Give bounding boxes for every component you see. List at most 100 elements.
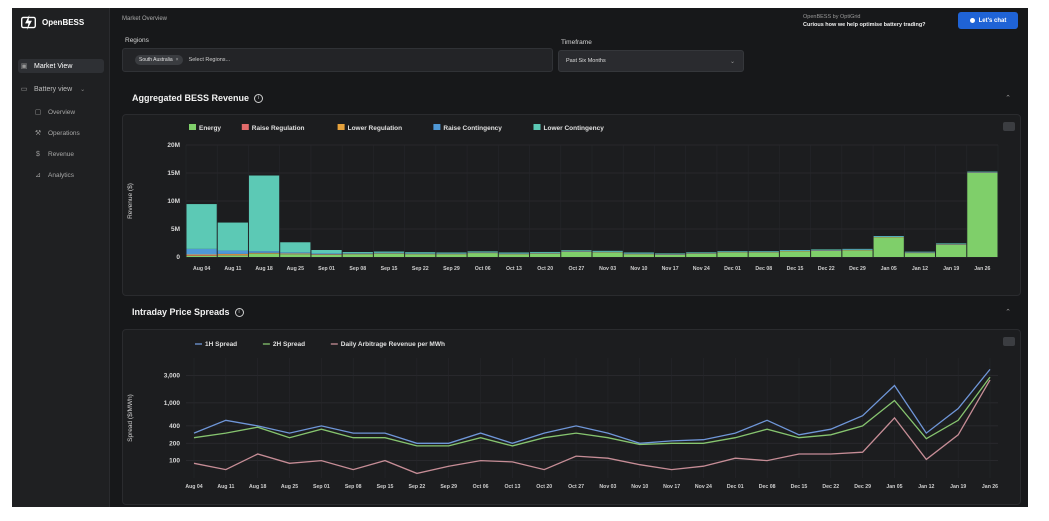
bar-energy: [498, 254, 530, 257]
timeframe-label: Timeframe: [561, 39, 592, 46]
revenue-chart-panel: Energy Raise Regulation Lower Regulation Ra…: [122, 114, 1021, 296]
bar-raise-contingency: [186, 248, 217, 255]
x-tick-label: Sep 08: [349, 266, 366, 272]
x-tick-label: Jan 12: [912, 266, 928, 272]
bar-lower-contingency: [967, 171, 998, 173]
y-tick-label: 5M: [171, 226, 180, 233]
lets-chat-button[interactable]: Let's chat: [958, 12, 1018, 29]
close-icon[interactable]: ×: [175, 57, 179, 63]
x-tick-label: Nov 03: [599, 266, 616, 272]
bar-energy: [592, 252, 623, 257]
y-axis-label: Revenue ($): [127, 183, 134, 219]
x-tick-label: Jan 12: [918, 484, 934, 490]
info-icon[interactable]: i: [254, 93, 264, 103]
bar-energy: [186, 255, 217, 257]
x-tick-label: Nov 10: [631, 484, 648, 490]
bar-lower-contingency: [654, 253, 686, 254]
chevron-down-icon: ⌄: [80, 86, 86, 93]
legend-label-lower-contingency: Lower Contingency: [544, 125, 605, 132]
x-tick-label: Nov 24: [693, 266, 710, 272]
bar-energy: [561, 251, 592, 257]
bar-lower-contingency: [436, 252, 467, 254]
bar-lower-contingency: [904, 251, 936, 253]
legend-label-daily-arbitrage-revenue-per-mwh: Daily Arbitrage Revenue per MWh: [341, 341, 445, 348]
info-icon[interactable]: i: [234, 307, 244, 317]
x-tick-label: Dec 15: [787, 266, 804, 272]
y-axis-label: Spread ($/MWh): [127, 394, 134, 442]
chart-menu-button[interactable]: [1003, 337, 1015, 346]
promo-text: OpenBESS by OptiGrid Curious how we help…: [803, 13, 926, 29]
x-tick-label: Nov 10: [630, 266, 647, 272]
chevron-down-icon: ⌄: [729, 58, 735, 65]
bar-energy: [405, 254, 436, 257]
sidebar-item-label: Overview: [48, 108, 76, 116]
sidebar-item-market-view[interactable]: ▣ Market View: [18, 59, 104, 73]
bar-lower-regulation: [217, 253, 248, 255]
y-tick-label: 20M: [167, 142, 180, 149]
x-tick-label: Oct 06: [473, 484, 489, 490]
x-tick-label: Oct 27: [568, 484, 584, 490]
sidebar-item-battery-view[interactable]: ▭ Battery view ⌄: [18, 82, 104, 96]
battery-icon: ▭: [20, 86, 28, 93]
legend-label-raise-regulation: Raise Regulation: [252, 125, 305, 132]
y-tick-label: 200: [169, 440, 180, 447]
x-tick-label: Aug 18: [255, 266, 272, 272]
bar-energy: [873, 237, 904, 257]
bar-energy: [686, 253, 717, 257]
x-tick-label: Dec 22: [822, 484, 839, 490]
bar-energy: [654, 254, 686, 257]
bar-energy: [373, 253, 405, 257]
bar-raise-contingency: [373, 252, 405, 254]
legend-label-raise-contingency: Raise Contingency: [443, 125, 502, 132]
bar-lower-regulation: [186, 254, 217, 256]
spreads-chart: 1H Spread 2H Spread Daily Arbitrage Revenu…: [127, 341, 998, 490]
y-tick-label: 10M: [167, 198, 180, 205]
chat-icon: [969, 18, 975, 23]
x-tick-label: Dec 15: [791, 484, 808, 490]
sidebar-item-label: Revenue: [48, 150, 75, 158]
bar-energy: [623, 254, 654, 257]
x-tick-label: Dec 29: [849, 266, 866, 272]
spreads-panel-header: Intraday Price Spreads i ⌃: [122, 300, 1019, 324]
bar-raise-contingency: [342, 253, 373, 254]
bar-lower-contingency: [811, 249, 842, 250]
x-tick-label: Oct 20: [536, 484, 552, 490]
x-tick-label: Oct 06: [475, 266, 491, 272]
region-chip[interactable]: South Australia ×: [135, 55, 183, 65]
bar-energy: [779, 251, 811, 257]
main-content: Market Overview OpenBESS by OptiGrid Cur…: [109, 8, 1028, 507]
dollar-icon: $: [36, 150, 40, 158]
region-chip-label: South Australia: [139, 57, 173, 63]
chevron-up-icon[interactable]: ⌃: [1005, 95, 1011, 102]
timeframe-value: Past Six Months: [566, 58, 606, 64]
x-tick-label: Sep 29: [443, 266, 460, 272]
x-tick-label: Oct 20: [537, 266, 553, 272]
bar-lower-contingency: [779, 250, 811, 251]
sidebar-item-revenue[interactable]: $ Revenue: [32, 147, 104, 161]
chevron-up-icon[interactable]: ⌃: [1005, 309, 1011, 316]
bar-energy: [436, 254, 467, 257]
bar-lower-contingency: [342, 252, 373, 254]
app-logo[interactable]: OpenBESS: [20, 14, 84, 31]
sidebar-item-operations[interactable]: ⚒ Operations: [32, 126, 104, 140]
sidebar-item-analytics[interactable]: ⊿ Analytics: [32, 168, 104, 182]
bar-lower-contingency: [311, 250, 342, 254]
x-tick-label: Nov 17: [663, 484, 680, 490]
x-tick-label: Jan 26: [982, 484, 998, 490]
x-tick-label: Dec 01: [727, 484, 744, 490]
chat-button-label: Let's chat: [978, 17, 1007, 24]
bar-lower-contingency: [842, 248, 873, 250]
bar-energy: [967, 173, 998, 257]
sidebar-item-label: Operations: [48, 129, 80, 137]
x-tick-label: Aug 04: [193, 266, 210, 272]
timeframe-select[interactable]: Past Six Months ⌄: [558, 50, 744, 72]
bar-raise-contingency: [280, 252, 311, 254]
sidebar-item-overview[interactable]: ▢ Overview: [32, 105, 104, 119]
chart-icon: ⊿: [35, 172, 41, 179]
regions-select[interactable]: South Australia × Select Regions...: [122, 48, 553, 72]
bar-lower-contingency: [217, 222, 248, 251]
chart-menu-button[interactable]: [1003, 122, 1015, 131]
bar-lower-contingency: [186, 204, 217, 249]
x-tick-label: Dec 22: [818, 266, 835, 272]
bar-lower-contingency: [405, 252, 436, 254]
